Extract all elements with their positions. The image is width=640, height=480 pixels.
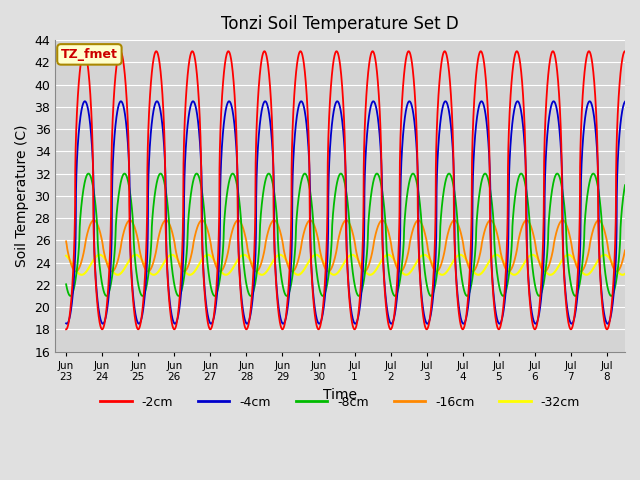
Text: TZ_fmet: TZ_fmet bbox=[61, 48, 118, 61]
Y-axis label: Soil Temperature (C): Soil Temperature (C) bbox=[15, 125, 29, 267]
Title: Tonzi Soil Temperature Set D: Tonzi Soil Temperature Set D bbox=[221, 15, 459, 33]
X-axis label: Time: Time bbox=[323, 388, 357, 402]
Legend: -2cm, -4cm, -8cm, -16cm, -32cm: -2cm, -4cm, -8cm, -16cm, -32cm bbox=[95, 391, 585, 414]
